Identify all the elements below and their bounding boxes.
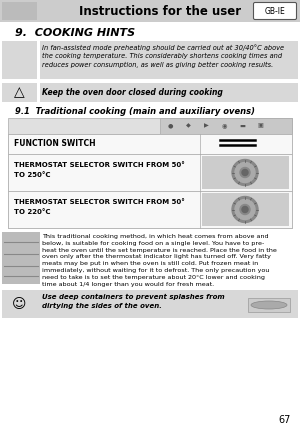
Bar xyxy=(2,83,37,102)
Bar xyxy=(248,298,290,312)
Bar xyxy=(2,290,40,318)
Text: △: △ xyxy=(14,85,24,99)
Bar xyxy=(8,134,292,154)
Bar xyxy=(40,83,298,102)
Circle shape xyxy=(235,162,255,182)
Text: In fan-assisted mode preheating should be carried out at 30/40°C above
the cooki: In fan-assisted mode preheating should b… xyxy=(42,44,284,68)
Bar xyxy=(2,232,40,284)
Ellipse shape xyxy=(251,301,287,309)
Text: ☺: ☺ xyxy=(12,297,26,311)
Bar xyxy=(160,118,292,134)
Circle shape xyxy=(240,204,250,215)
Bar xyxy=(40,41,298,79)
Text: This traditional cooking method, in which heat comes from above and
below, is su: This traditional cooking method, in whic… xyxy=(42,234,277,286)
Text: 9.1  Traditional cooking (main and auxiliary ovens): 9.1 Traditional cooking (main and auxili… xyxy=(15,107,255,116)
Circle shape xyxy=(242,207,248,212)
Bar xyxy=(202,156,289,189)
Circle shape xyxy=(235,199,255,219)
Bar xyxy=(0,0,300,22)
Text: GB-IE: GB-IE xyxy=(265,6,285,15)
Text: FUNCTION SWITCH: FUNCTION SWITCH xyxy=(14,139,96,148)
Bar xyxy=(8,134,292,228)
Text: Use deep containers to prevent splashes from
dirtying the sides of the oven.: Use deep containers to prevent splashes … xyxy=(42,294,225,309)
Text: TO 250°C: TO 250°C xyxy=(14,172,50,178)
Circle shape xyxy=(240,167,250,178)
Circle shape xyxy=(232,159,258,185)
Bar xyxy=(8,191,292,228)
Text: 67: 67 xyxy=(279,415,291,425)
Bar xyxy=(2,41,37,79)
Text: TO 220°C: TO 220°C xyxy=(14,209,50,215)
Text: 9.  COOKING HINTS: 9. COOKING HINTS xyxy=(15,28,135,38)
Text: THERMOSTAT SELECTOR SWITCH FROM 50°: THERMOSTAT SELECTOR SWITCH FROM 50° xyxy=(14,162,185,168)
Text: Keep the oven door closed during cooking: Keep the oven door closed during cooking xyxy=(42,88,223,97)
Bar xyxy=(8,154,292,191)
Text: ◉: ◉ xyxy=(221,124,227,128)
Bar xyxy=(202,193,289,226)
Circle shape xyxy=(242,170,248,176)
FancyBboxPatch shape xyxy=(254,3,296,20)
Circle shape xyxy=(232,196,258,223)
Bar xyxy=(2,2,37,20)
Text: ▶: ▶ xyxy=(204,124,208,128)
Bar xyxy=(40,290,298,318)
Bar xyxy=(8,118,292,134)
Text: ▬: ▬ xyxy=(239,124,245,128)
Text: Instructions for the user: Instructions for the user xyxy=(79,5,241,17)
Text: ◆: ◆ xyxy=(186,124,190,128)
Text: ▣: ▣ xyxy=(257,124,263,128)
Text: ●: ● xyxy=(167,124,173,128)
Text: THERMOSTAT SELECTOR SWITCH FROM 50°: THERMOSTAT SELECTOR SWITCH FROM 50° xyxy=(14,199,185,205)
